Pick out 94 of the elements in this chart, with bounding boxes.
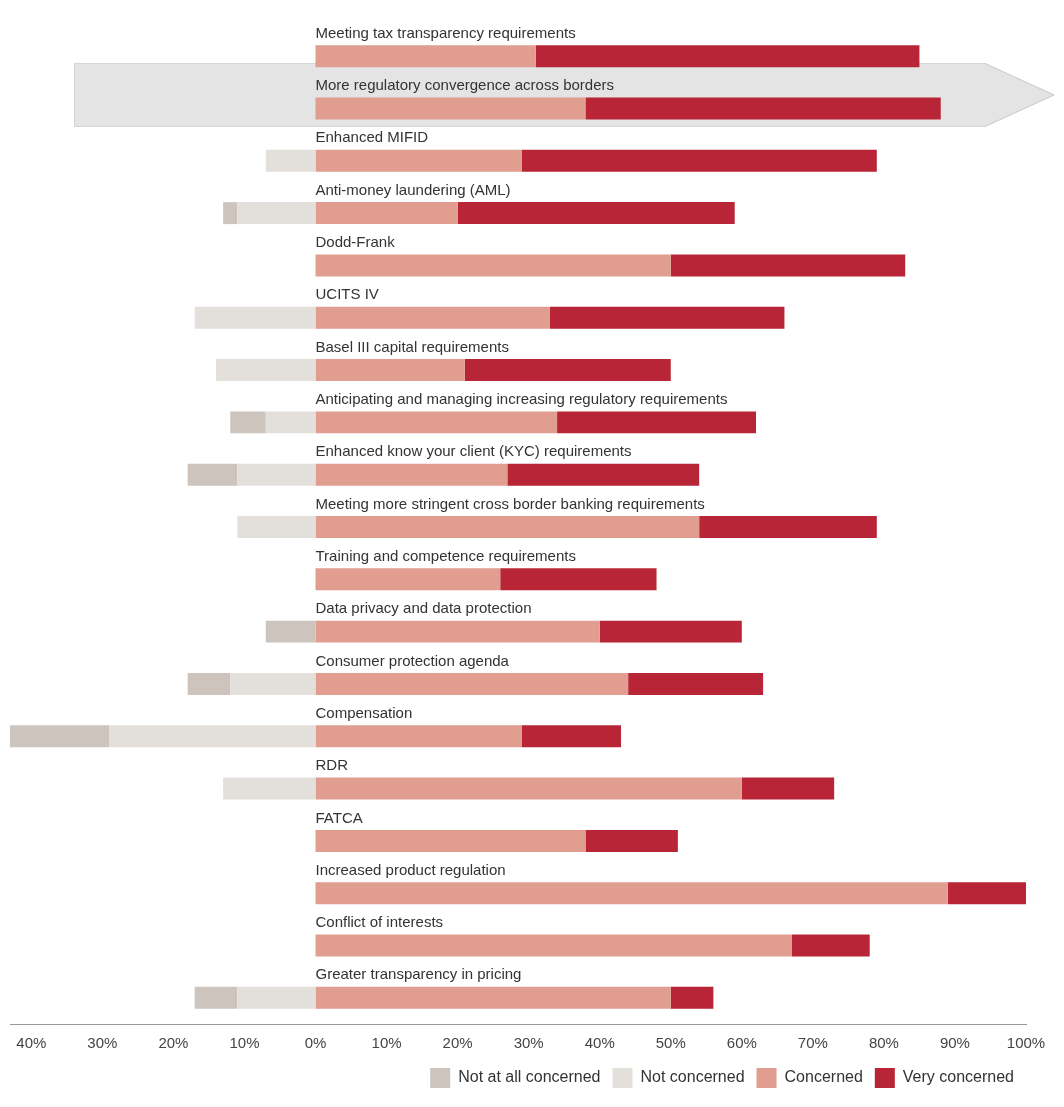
bar	[315, 45, 536, 68]
y-tick-label: Enhanced know your client (KYC) requirements	[315, 442, 632, 460]
bar	[315, 411, 558, 434]
bar	[500, 568, 657, 591]
y-tick-label: Meeting more stringent cross border banking requirements	[315, 494, 705, 512]
y-tick-label: Anticipating and managing increasing regulatory requirements	[315, 390, 728, 408]
bar	[535, 45, 920, 68]
bar	[549, 306, 785, 329]
bar	[265, 411, 316, 434]
y-tick-label: Conflict of interests	[315, 913, 444, 931]
y-tick-label: FATCA	[315, 808, 363, 826]
bar	[315, 829, 586, 852]
y-tick-label: Meeting tax transparency requirements	[315, 23, 576, 41]
bar	[315, 986, 671, 1009]
bar	[194, 306, 316, 329]
x-tick-label: 30%	[87, 1034, 118, 1052]
legend-label: Not concerned	[640, 1068, 745, 1086]
bar	[464, 359, 671, 382]
bar	[109, 725, 316, 748]
bar	[599, 620, 742, 643]
y-tick-label: Compensation	[315, 703, 413, 721]
bar	[315, 202, 458, 225]
y-tick-label: Data privacy and data protection	[315, 599, 532, 617]
x-tick-label: 40%	[16, 1034, 47, 1052]
bar	[230, 411, 266, 434]
y-tick-label: More regulatory convergence across borders	[315, 76, 614, 94]
x-tick-label: 0%	[304, 1034, 327, 1052]
x-tick-label: 10%	[229, 1034, 260, 1052]
bar	[628, 672, 764, 695]
bar	[230, 672, 316, 695]
bar	[194, 986, 238, 1009]
bar	[315, 568, 501, 591]
bar	[507, 463, 700, 486]
bar	[791, 934, 870, 957]
bar	[521, 149, 877, 172]
y-tick-label: Greater transparency in pricing	[315, 965, 522, 983]
bar	[315, 306, 550, 329]
bar	[187, 672, 231, 695]
bar	[315, 934, 792, 957]
x-tick-label: 10%	[371, 1034, 402, 1052]
bar	[265, 620, 316, 643]
bar	[315, 777, 742, 800]
bar	[265, 149, 316, 172]
bar	[237, 516, 316, 538]
bar	[216, 359, 316, 382]
bar	[237, 463, 316, 486]
bar	[585, 97, 941, 120]
legend-label: Concerned	[784, 1068, 863, 1086]
bar	[10, 725, 110, 748]
bar	[315, 463, 508, 486]
bar	[315, 516, 700, 538]
bar	[315, 620, 600, 643]
y-tick-label: Anti-money laundering (AML)	[315, 180, 511, 198]
x-tick-label: 50%	[655, 1034, 686, 1052]
bar	[315, 254, 671, 277]
x-tick-label: 100%	[1006, 1034, 1046, 1052]
bar	[315, 672, 629, 695]
bar	[223, 202, 238, 225]
bar	[315, 882, 948, 905]
y-tick-label: Consumer protection agenda	[315, 651, 510, 669]
bar	[315, 725, 522, 748]
bar	[699, 516, 877, 538]
legend-label: Very concerned	[902, 1068, 1015, 1086]
x-tick-label: 70%	[797, 1034, 828, 1052]
x-tick-label: 60%	[726, 1034, 757, 1052]
bar	[741, 777, 835, 800]
bar	[670, 254, 906, 277]
bar	[315, 359, 465, 382]
bar	[223, 777, 316, 800]
x-tick-label: 90%	[939, 1034, 970, 1052]
x-tick-label: 20%	[158, 1034, 189, 1052]
bar	[670, 986, 714, 1009]
bar	[315, 97, 586, 120]
x-tick-label: 20%	[442, 1034, 473, 1052]
bar	[315, 149, 522, 172]
bar	[237, 202, 316, 225]
bar	[585, 829, 678, 852]
y-tick-label: UCITS IV	[315, 285, 379, 303]
x-tick-label: 30%	[513, 1034, 544, 1052]
x-tick-label: 40%	[584, 1034, 615, 1052]
y-tick-label: Training and competence requirements	[315, 546, 576, 564]
bar	[557, 411, 757, 434]
bar	[187, 463, 238, 486]
y-tick-label: Increased product regulation	[315, 860, 506, 878]
bar	[457, 202, 735, 225]
y-tick-label: Basel III capital requirements	[315, 337, 509, 355]
bar	[237, 986, 316, 1009]
bar	[947, 882, 1026, 905]
y-tick-label: Dodd-Frank	[315, 233, 396, 251]
bar	[521, 725, 622, 748]
x-tick-label: 80%	[868, 1034, 899, 1052]
legend-label: Not at all concerned	[458, 1068, 601, 1086]
y-tick-label: Enhanced MIFID	[315, 128, 429, 146]
y-tick-label: RDR	[315, 756, 349, 774]
